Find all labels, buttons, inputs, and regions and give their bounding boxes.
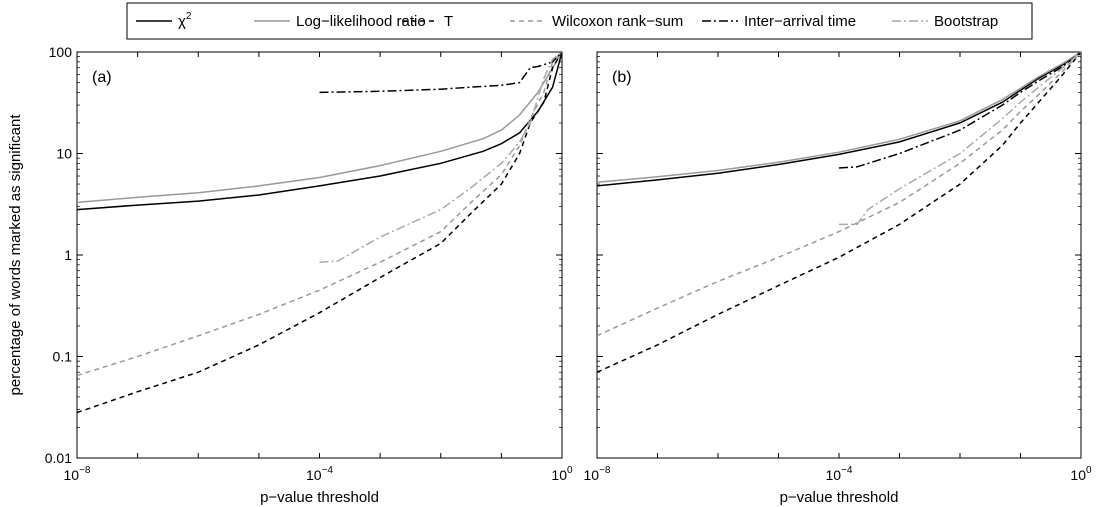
y-tick-label: 1 <box>64 247 72 263</box>
series-line-iat <box>319 52 562 94</box>
x-tick-label: 100 <box>551 465 573 483</box>
series-line-chi2 <box>597 52 1081 187</box>
y-tick-label: 10 <box>56 146 72 162</box>
x-tick-label: 10−4 <box>306 465 333 483</box>
panel-label: (b) <box>612 69 632 86</box>
legend-label-t: T <box>444 13 453 30</box>
series-line-wilcoxon <box>77 52 562 377</box>
y-tick-label: 0.1 <box>53 349 73 365</box>
legend-label-llr: Log−likelihood ratio <box>296 13 426 30</box>
series-line-t <box>597 52 1081 373</box>
y-axis-label: percentage of words marked as significan… <box>7 114 24 396</box>
legend-label-wilcoxon: Wilcoxon rank−sum <box>552 13 683 30</box>
series-line-llr <box>597 52 1081 184</box>
series-line-wilcoxon <box>597 52 1081 337</box>
series-line-llr <box>77 52 562 204</box>
series-line-bootstrap <box>319 52 562 263</box>
series-line-bootstrap <box>839 52 1081 226</box>
x-axis-label: p−value threshold <box>780 489 899 506</box>
plot-frame <box>76 51 563 459</box>
series-line-t <box>77 52 562 414</box>
x-tick-label: 10−4 <box>826 465 853 483</box>
legend-label-iat: Inter−arrival time <box>744 13 856 30</box>
plot-frame <box>596 51 1082 459</box>
x-axis-label: p−value threshold <box>260 489 379 506</box>
legend-label-bootstrap: Bootstrap <box>934 13 998 30</box>
y-tick-label: 100 <box>49 44 73 60</box>
x-tick-label: 10−8 <box>64 465 91 483</box>
x-tick-label: 10−8 <box>584 465 611 483</box>
y-tick-label: 0.01 <box>45 450 72 466</box>
panel-a: 0.01 0.1 1 10 100 10−8 10−4 100 (a) p−value thres… <box>7 44 573 506</box>
legend-label-chi2: χ2 <box>178 11 192 30</box>
x-tick-label: 100 <box>1070 465 1092 483</box>
panel-b: 10−8 10−4 100 (b) p−value threshold <box>584 51 1092 506</box>
legend: χ2 Log−likelihood ratio T Wilcoxon rank−sum… <box>126 2 1033 40</box>
series-line-iat <box>838 52 1081 169</box>
panel-label: (a) <box>92 69 112 86</box>
